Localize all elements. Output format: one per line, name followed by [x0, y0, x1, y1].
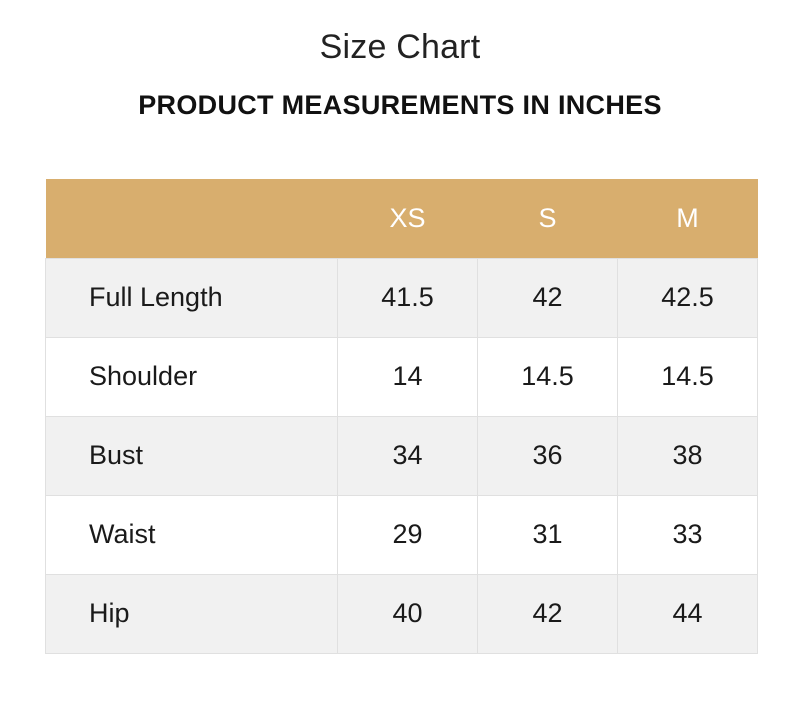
table-cell: 29 [337, 494, 478, 575]
table-cell: 14 [337, 336, 478, 417]
table-cell: 44 [617, 573, 758, 654]
table-cell: 34 [337, 415, 478, 496]
table-row: Waist 29 31 33 [45, 494, 758, 575]
table-cell: 42 [477, 573, 618, 654]
table-row: Full Length 41.5 42 42.5 [45, 257, 758, 338]
table-row: Shoulder 14 14.5 14.5 [45, 336, 758, 417]
table-cell: 14.5 [477, 336, 618, 417]
row-label: Hip [45, 573, 338, 654]
table-cell: 33 [617, 494, 758, 575]
table-cell: 40 [337, 573, 478, 654]
table-cell: 31 [477, 494, 618, 575]
size-chart-table: XS S M Full Length 41.5 42 42.5 Shoulder… [45, 179, 758, 654]
row-label: Full Length [45, 257, 338, 338]
page-subtitle: PRODUCT MEASUREMENTS IN INCHES [138, 90, 662, 120]
column-header-label [45, 179, 338, 258]
table-row: Bust 34 36 38 [45, 415, 758, 496]
row-label: Bust [45, 415, 338, 496]
column-header-m: M [617, 179, 758, 258]
table-header-row: XS S M [45, 179, 758, 258]
column-header-s: S [477, 179, 618, 258]
table-cell: 14.5 [617, 336, 758, 417]
table-cell: 42 [477, 257, 618, 338]
table-cell: 41.5 [337, 257, 478, 338]
row-label: Shoulder [45, 336, 338, 417]
table-cell: 36 [477, 415, 618, 496]
table-cell: 38 [617, 415, 758, 496]
table-row: Hip 40 42 44 [45, 573, 758, 654]
table-cell: 42.5 [617, 257, 758, 338]
row-label: Waist [45, 494, 338, 575]
page-title: Size Chart [319, 28, 481, 66]
column-header-xs: XS [337, 179, 478, 258]
